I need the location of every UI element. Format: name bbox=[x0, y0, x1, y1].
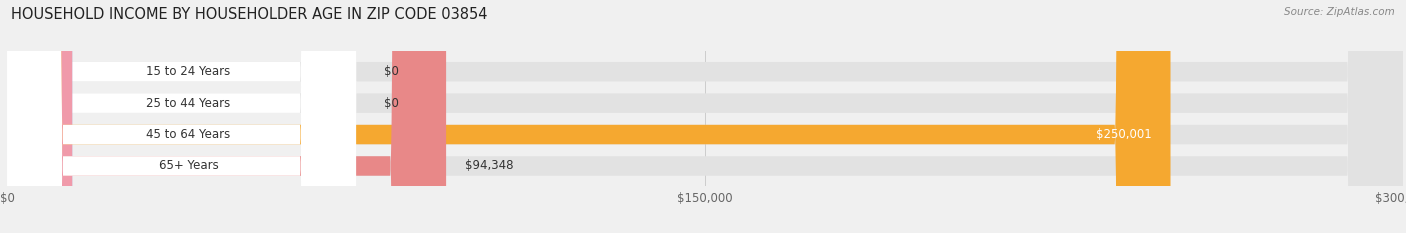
FancyBboxPatch shape bbox=[7, 0, 356, 233]
Text: HOUSEHOLD INCOME BY HOUSEHOLDER AGE IN ZIP CODE 03854: HOUSEHOLD INCOME BY HOUSEHOLDER AGE IN Z… bbox=[11, 7, 488, 22]
FancyBboxPatch shape bbox=[7, 0, 72, 233]
Text: $0: $0 bbox=[384, 65, 399, 78]
Text: $94,348: $94,348 bbox=[465, 159, 513, 172]
FancyBboxPatch shape bbox=[7, 0, 356, 233]
FancyBboxPatch shape bbox=[7, 0, 356, 233]
Text: 25 to 44 Years: 25 to 44 Years bbox=[146, 97, 231, 110]
FancyBboxPatch shape bbox=[7, 0, 356, 233]
Text: 15 to 24 Years: 15 to 24 Years bbox=[146, 65, 231, 78]
FancyBboxPatch shape bbox=[7, 0, 72, 233]
FancyBboxPatch shape bbox=[7, 0, 356, 233]
FancyBboxPatch shape bbox=[7, 0, 1403, 233]
Text: 65+ Years: 65+ Years bbox=[159, 159, 218, 172]
Text: 45 to 64 Years: 45 to 64 Years bbox=[146, 128, 231, 141]
Text: Source: ZipAtlas.com: Source: ZipAtlas.com bbox=[1284, 7, 1395, 17]
FancyBboxPatch shape bbox=[7, 0, 446, 233]
FancyBboxPatch shape bbox=[7, 0, 356, 233]
FancyBboxPatch shape bbox=[7, 0, 1403, 233]
FancyBboxPatch shape bbox=[7, 0, 1403, 233]
Text: $250,001: $250,001 bbox=[1097, 128, 1152, 141]
Text: $0: $0 bbox=[384, 97, 399, 110]
FancyBboxPatch shape bbox=[7, 0, 1171, 233]
FancyBboxPatch shape bbox=[7, 0, 1403, 233]
